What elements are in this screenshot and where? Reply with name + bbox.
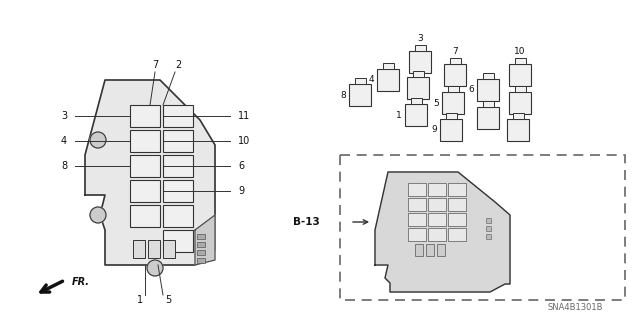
Bar	[415, 244, 423, 256]
Text: 10: 10	[515, 47, 525, 56]
Circle shape	[90, 207, 106, 223]
Bar	[449, 58, 461, 64]
Bar	[197, 234, 205, 239]
Bar	[377, 69, 399, 91]
Bar	[405, 104, 427, 126]
Bar	[349, 84, 371, 106]
Bar	[442, 92, 464, 114]
Bar	[486, 218, 491, 223]
Bar	[383, 63, 394, 69]
Text: 8: 8	[61, 161, 67, 171]
Bar	[483, 73, 493, 79]
Bar	[440, 119, 462, 141]
Bar	[130, 180, 160, 202]
Bar	[130, 205, 160, 227]
Bar	[428, 183, 446, 196]
Bar	[486, 226, 491, 231]
Text: 5: 5	[433, 99, 439, 108]
Bar	[448, 183, 466, 196]
Bar	[163, 240, 175, 258]
Bar	[477, 107, 499, 129]
Text: 6: 6	[238, 161, 244, 171]
Text: 4: 4	[369, 76, 374, 85]
Bar	[444, 64, 466, 86]
Bar	[408, 183, 426, 196]
Bar	[437, 244, 445, 256]
Polygon shape	[375, 172, 510, 292]
Text: 7: 7	[452, 47, 458, 56]
Text: 6: 6	[468, 85, 474, 94]
Text: 9: 9	[238, 186, 244, 196]
Bar	[408, 198, 426, 211]
Text: 9: 9	[431, 125, 437, 135]
Bar	[148, 240, 160, 258]
Bar	[428, 198, 446, 211]
Bar	[130, 105, 160, 127]
Polygon shape	[195, 215, 215, 265]
Text: 4: 4	[61, 136, 67, 146]
Bar	[428, 213, 446, 226]
Bar	[477, 79, 499, 101]
Text: B-13: B-13	[293, 217, 320, 227]
Text: 8: 8	[340, 91, 346, 100]
Bar	[486, 234, 491, 239]
Circle shape	[147, 260, 163, 276]
Bar	[197, 242, 205, 247]
Bar	[447, 86, 458, 92]
Bar	[507, 119, 529, 141]
Text: SNA4B1301B: SNA4B1301B	[547, 303, 603, 313]
Bar	[163, 130, 193, 152]
Bar	[197, 250, 205, 255]
Bar	[163, 230, 193, 252]
Text: 3: 3	[417, 34, 423, 43]
Bar	[509, 92, 531, 114]
Bar	[409, 51, 431, 73]
Bar	[445, 113, 456, 119]
Text: 10: 10	[238, 136, 250, 146]
Bar	[448, 228, 466, 241]
Bar	[163, 105, 193, 127]
Bar	[515, 58, 525, 64]
Text: 1: 1	[396, 110, 402, 120]
Bar	[509, 64, 531, 86]
Text: 3: 3	[61, 111, 67, 121]
Text: 2: 2	[175, 60, 181, 70]
Bar	[407, 77, 429, 99]
Bar	[163, 205, 193, 227]
Text: 5: 5	[165, 295, 171, 305]
Bar	[483, 101, 493, 107]
Text: 2: 2	[415, 60, 421, 69]
Bar	[408, 228, 426, 241]
Bar	[197, 258, 205, 263]
Bar	[515, 86, 525, 92]
Text: 1: 1	[137, 295, 143, 305]
Polygon shape	[85, 80, 215, 265]
Bar	[355, 78, 365, 84]
Bar	[410, 98, 422, 104]
Bar	[130, 155, 160, 177]
Bar	[428, 228, 446, 241]
Bar	[415, 45, 426, 51]
Circle shape	[90, 132, 106, 148]
Text: 11: 11	[515, 75, 525, 84]
Bar	[413, 71, 424, 77]
Bar	[408, 213, 426, 226]
Bar	[426, 244, 434, 256]
Text: FR.: FR.	[72, 277, 90, 287]
Bar	[163, 155, 193, 177]
Bar	[130, 130, 160, 152]
Bar	[133, 240, 145, 258]
Bar	[448, 198, 466, 211]
Bar	[448, 213, 466, 226]
Text: 7: 7	[152, 60, 158, 70]
Bar	[513, 113, 524, 119]
Text: 11: 11	[238, 111, 250, 121]
Bar	[163, 180, 193, 202]
Bar	[340, 155, 625, 300]
